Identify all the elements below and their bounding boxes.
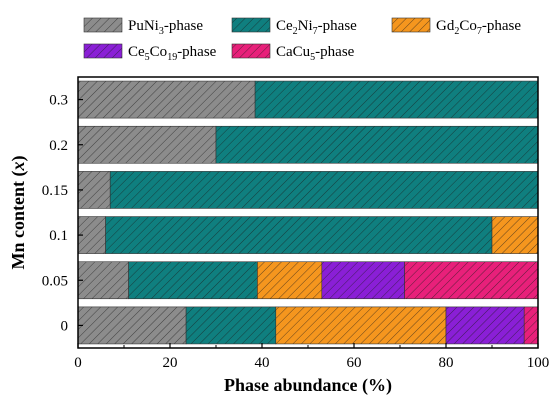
legend-item: PuNi3-phase xyxy=(83,17,203,37)
bar-segment xyxy=(445,306,525,345)
legend-item: Ce2Ni7-phase xyxy=(231,17,357,37)
bars-layer xyxy=(77,80,539,345)
x-tick-label: 0 xyxy=(74,355,82,371)
bar-segment xyxy=(77,80,256,119)
legend: PuNi3-phase Ce2Ni7-phase Gd2Co7-phase Ce5Co… xyxy=(83,17,521,63)
bar-segment xyxy=(77,306,187,345)
bar-segment xyxy=(404,261,539,300)
x-axis-title: Phase abundance (%) xyxy=(224,375,392,396)
y-tick-label: 0.2 xyxy=(49,138,68,154)
bar-segment xyxy=(77,125,217,164)
legend-swatch xyxy=(391,17,431,33)
legend-item: Gd2Co7-phase xyxy=(391,17,521,37)
x-tick-label: 100 xyxy=(527,355,550,371)
legend-item: CaCu5-phase xyxy=(231,43,355,63)
legend-label: Ce2Ni7-phase xyxy=(276,18,357,37)
legend-label: CaCu5-phase xyxy=(276,44,355,63)
bar-segment xyxy=(321,261,405,300)
legend-swatch xyxy=(231,43,271,59)
y-tick-label: 0 xyxy=(61,318,69,334)
y-tick-label: 0.3 xyxy=(49,93,68,109)
bar-segment xyxy=(254,80,539,119)
legend-label: PuNi3-phase xyxy=(128,18,203,37)
legend-swatch xyxy=(231,17,271,33)
x-tick-label: 60 xyxy=(347,355,362,371)
legend-swatch xyxy=(83,17,123,33)
legend-item: Ce5Co19-phase xyxy=(83,43,217,63)
y-axis-title: Mn content (x) xyxy=(8,156,29,270)
x-tick-label: 80 xyxy=(439,355,454,371)
x-tick-label: 40 xyxy=(255,355,270,371)
bar-segment xyxy=(257,261,323,300)
bar-segment xyxy=(128,261,258,300)
bar-segment xyxy=(491,216,539,254)
legend-label: Ce5Co19-phase xyxy=(128,44,217,63)
bar-segment xyxy=(523,306,539,345)
bar-segment xyxy=(77,261,129,300)
legend-swatch xyxy=(83,43,123,59)
bar-segment xyxy=(185,306,277,345)
y-tick-label: 0.1 xyxy=(49,228,68,244)
bar-segment xyxy=(105,216,493,254)
bar-segment xyxy=(77,171,111,209)
legend-label: Gd2Co7-phase xyxy=(436,18,521,37)
bar-segment xyxy=(109,171,539,209)
y-tick-label: 0.15 xyxy=(42,183,68,199)
bar-segment xyxy=(275,306,447,345)
bar-segment xyxy=(215,125,539,164)
x-axis: 0 20 40 60 80 100 xyxy=(74,343,549,371)
y-tick-label: 0.05 xyxy=(42,273,68,289)
y-axis: 0.3 0.2 0.15 0.1 0.05 0 xyxy=(42,93,83,334)
x-tick-label: 20 xyxy=(163,355,178,371)
